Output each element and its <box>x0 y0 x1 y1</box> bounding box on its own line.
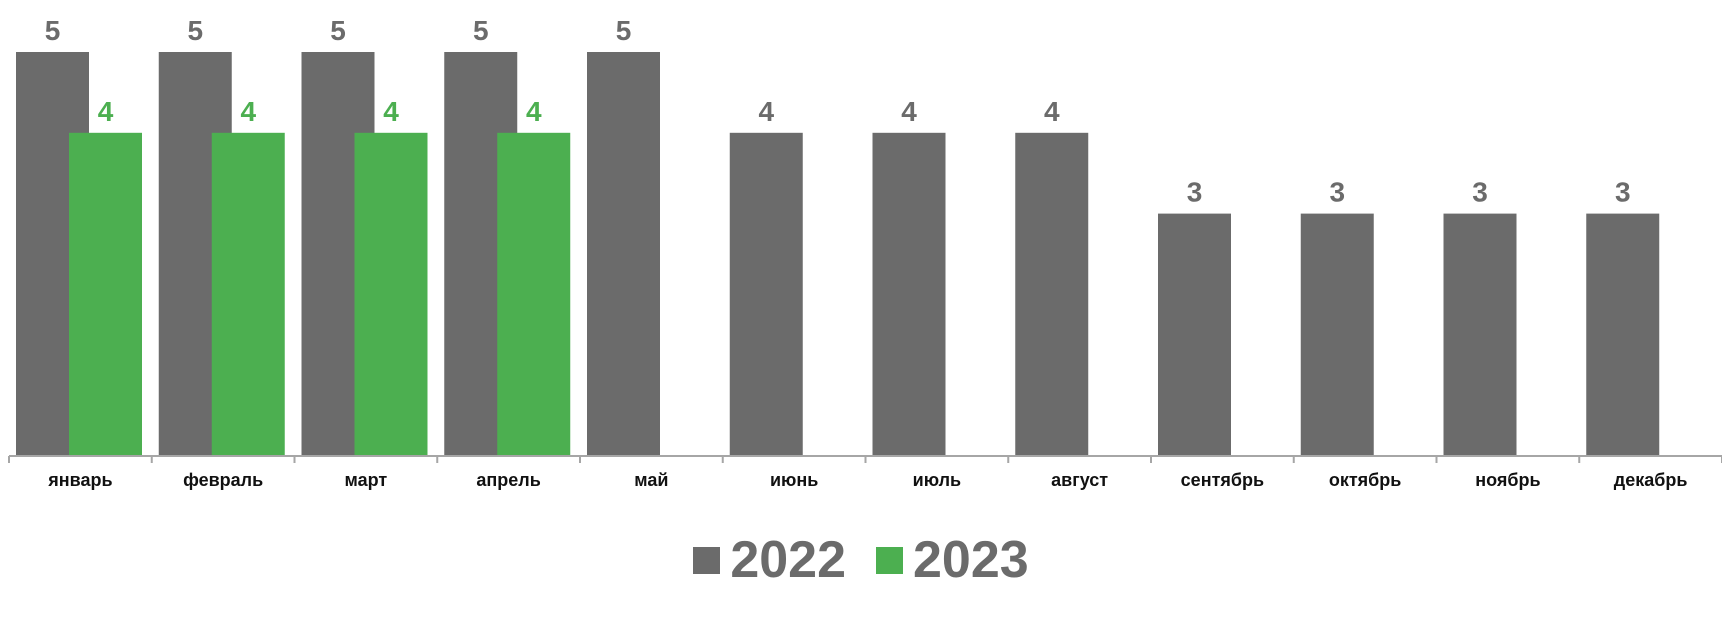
legend-label-2023: 2023 <box>913 531 1029 589</box>
x-tick-label-июнь: июнь <box>770 470 818 490</box>
bar-2022-июнь <box>729 132 803 457</box>
x-tick-label-октябрь: октябрь <box>1329 470 1402 490</box>
data-label-2022-октябрь: 3 <box>1329 177 1345 208</box>
data-label-2023-январь: 4 <box>98 96 114 127</box>
bars-layer <box>16 52 1660 457</box>
data-labels-layer: 5 5 5 5 5 4 4 4 3 3 3 3 4 4 4 4 <box>45 15 1631 208</box>
data-label-2022-сентябрь: 3 <box>1187 177 1203 208</box>
x-tick-label-март: март <box>345 470 388 490</box>
data-label-2023-февраль: 4 <box>240 96 256 127</box>
data-label-2022-июнь: 4 <box>758 96 774 127</box>
x-tick-label-январь: январь <box>47 470 112 490</box>
legend-swatch-2023 <box>876 546 903 574</box>
x-tick-label-июль: июль <box>913 470 962 490</box>
x-tick-label-февраль: февраль <box>183 470 263 490</box>
bar-2023-февраль <box>211 132 285 457</box>
bar-2023-январь <box>69 132 142 457</box>
data-label-2022-февраль: 5 <box>187 15 203 46</box>
data-label-2022-март: 5 <box>330 15 346 46</box>
bar-2022-декабрь <box>1586 213 1660 456</box>
data-label-2023-апрель: 4 <box>526 96 542 127</box>
bar-2022-сентябрь <box>1158 213 1231 456</box>
bar-2022-октябрь <box>1300 213 1374 456</box>
legend-item-2023: 2023 <box>876 534 1029 586</box>
data-label-2022-декабрь: 3 <box>1615 177 1631 208</box>
data-label-2022-июль: 4 <box>901 96 917 127</box>
x-tick-label-декабрь: декабрь <box>1614 470 1688 490</box>
x-tick-label-ноябрь: ноябрь <box>1475 470 1540 490</box>
x-tick-label-май: май <box>634 470 668 490</box>
legend-swatch-2022 <box>693 546 721 574</box>
bar-2022-май <box>587 52 660 456</box>
legend-label-2022: 2022 <box>730 531 846 589</box>
bar-2022-август <box>1015 132 1089 457</box>
data-label-2023-март: 4 <box>383 96 399 127</box>
bar-2023-апрель <box>497 132 571 457</box>
data-label-2022-май: 5 <box>616 15 632 46</box>
x-tick-label-август: август <box>1051 470 1108 490</box>
legend-item-2022: 2022 <box>693 534 846 586</box>
x-tick-label-сентябрь: сентябрь <box>1181 470 1264 490</box>
bar-2022-ноябрь <box>1443 213 1517 456</box>
bar-2022-июль <box>872 132 946 457</box>
data-label-2022-ноябрь: 3 <box>1472 177 1488 208</box>
data-label-2022-август: 4 <box>1044 96 1060 127</box>
x-tick-label-апрель: апрель <box>476 470 540 490</box>
bar-2023-март <box>354 132 428 457</box>
data-label-2022-январь: 5 <box>45 15 61 46</box>
x-axis <box>8 455 1722 463</box>
data-label-2022-апрель: 5 <box>473 15 489 46</box>
legend: 2022 2023 <box>0 534 1722 586</box>
x-tick-labels: январь февраль март апрель май июнь июль август… <box>47 470 1687 490</box>
